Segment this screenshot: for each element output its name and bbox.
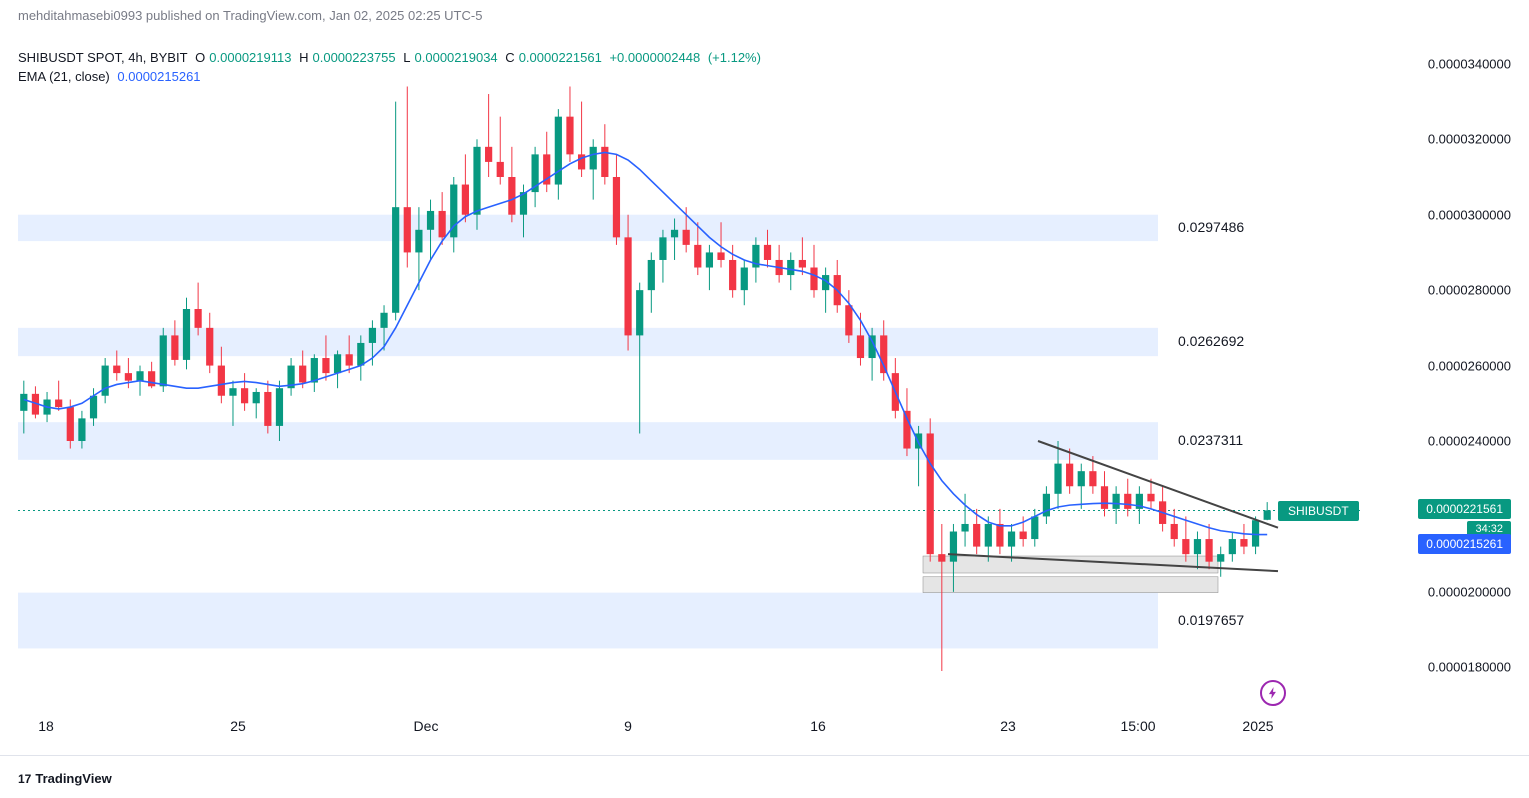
- symbol-badge: SHIBUSDT: [1278, 501, 1359, 521]
- zone-label: 0.0297486: [1178, 219, 1244, 235]
- price-tick: 0.0000180000: [1428, 660, 1511, 675]
- time-tick: 9: [624, 718, 632, 734]
- candlestick-chart[interactable]: [18, 45, 1363, 705]
- price-axis[interactable]: 0.0000340000 0.0000320000 0.0000300000 0.00…: [1363, 45, 1529, 705]
- footer-divider: [0, 755, 1529, 756]
- time-tick: 18: [38, 718, 54, 734]
- price-tick: 0.0000300000: [1428, 207, 1511, 222]
- price-tick: 0.0000200000: [1428, 584, 1511, 599]
- time-tick: 25: [230, 718, 246, 734]
- price-tick: 0.0000320000: [1428, 132, 1511, 147]
- tv-icon: 17: [18, 772, 31, 786]
- lightning-icon[interactable]: [1260, 680, 1286, 706]
- tradingview-logo: 17 TradingView: [18, 771, 112, 786]
- publish-header: mehditahmasebi0993 published on TradingV…: [18, 8, 482, 23]
- price-tick: 0.0000260000: [1428, 358, 1511, 373]
- time-tick: 15:00: [1120, 718, 1155, 734]
- time-tick: Dec: [414, 718, 439, 734]
- zone-label: 0.0237311: [1178, 432, 1243, 448]
- last-price-badge: 0.0000221561: [1418, 499, 1511, 519]
- zone-label: 0.0197657: [1178, 612, 1244, 628]
- price-tick: 0.0000240000: [1428, 434, 1511, 449]
- time-axis[interactable]: 18 25 Dec 9 16 23 15:00 2025: [18, 718, 1363, 748]
- zone-label: 0.0262692: [1178, 333, 1244, 349]
- time-tick: 16: [810, 718, 826, 734]
- ema-price-badge: 0.0000215261: [1418, 534, 1511, 554]
- price-tick: 0.0000280000: [1428, 283, 1511, 298]
- time-tick: 23: [1000, 718, 1016, 734]
- time-tick: 2025: [1242, 718, 1273, 734]
- brand-text: TradingView: [35, 771, 111, 786]
- price-tick: 0.0000340000: [1428, 56, 1511, 71]
